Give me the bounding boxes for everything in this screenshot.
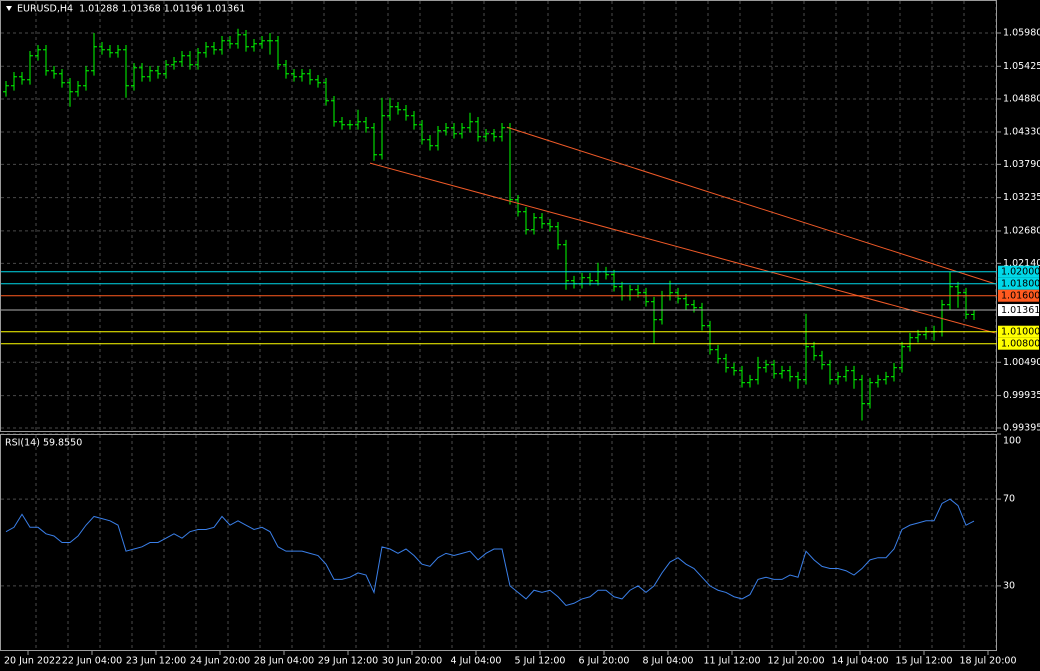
rsi-panel-border <box>0 434 997 651</box>
level-label-box <box>998 304 1039 317</box>
x-tick-label: 18 Jul 20:00 <box>960 656 1017 667</box>
y-tick-label: 1.00490 <box>1003 357 1040 368</box>
x-tick-label: 5 Jul 12:00 <box>515 656 566 667</box>
rsi-line <box>5 498 975 606</box>
level-label: 1.01800 <box>1001 279 1040 290</box>
x-tick-label: 24 Jun 20:00 <box>190 656 250 667</box>
y-tick-label: 0.99395 <box>1003 422 1040 433</box>
x-tick-label: 12 Jul 20:00 <box>768 656 825 667</box>
y-tick-label: 1.04330 <box>1003 126 1040 137</box>
menu-triangle[interactable] <box>6 6 12 11</box>
y-tick-label: 1.04880 <box>1003 93 1040 104</box>
y-tick-label: 1.03235 <box>1003 192 1040 203</box>
trendline <box>369 162 995 334</box>
x-tick-label: 22 Jun 04:00 <box>62 656 122 667</box>
x-tick-label: 20 Jun 2022 <box>4 656 61 667</box>
x-tick-label: 30 Jun 20:00 <box>382 656 442 667</box>
y-tick-label: 100 <box>1003 436 1021 447</box>
x-tick-label: 11 Jul 12:00 <box>704 656 761 667</box>
y-tick-label: 1.05425 <box>1003 61 1040 72</box>
level-label-box <box>998 277 1039 290</box>
x-tick-label: 29 Jun 12:00 <box>318 656 378 667</box>
x-tick-label: 4 Jul 04:00 <box>451 656 502 667</box>
trendline <box>506 126 995 285</box>
x-tick-label: 8 Jul 04:00 <box>643 656 694 667</box>
level-label: 1.02000 <box>1001 267 1040 278</box>
level-label: 1.01600 <box>1001 291 1040 302</box>
level-label: 1.01361 <box>1001 305 1040 316</box>
level-label-box <box>998 289 1039 302</box>
level-label: 1.01000 <box>1001 327 1040 338</box>
x-tick-label: 15 Jul 12:00 <box>896 656 953 667</box>
level-label-box <box>998 325 1039 338</box>
x-tick-label: 23 Jun 12:00 <box>126 656 186 667</box>
price-title: EURUSD,H4 1.01288 1.01368 1.01196 1.0136… <box>17 4 245 15</box>
y-tick-label: 70 <box>1003 494 1015 505</box>
level-label-box <box>998 265 1039 278</box>
price-panel-border <box>0 0 997 432</box>
level-label-box <box>998 337 1039 350</box>
rsi-title: RSI(14) 59.8550 <box>5 438 82 449</box>
level-label: 1.00800 <box>1001 339 1040 350</box>
y-tick-label: 1.02680 <box>1003 225 1040 236</box>
y-tick-label: 0.99935 <box>1003 390 1040 401</box>
y-tick-label: 1.05980 <box>1003 27 1040 38</box>
y-tick-label: 1.02140 <box>1003 258 1040 269</box>
y-tick-label: 1.03790 <box>1003 159 1040 170</box>
x-tick-label: 14 Jul 04:00 <box>832 656 889 667</box>
y-tick-label: 30 <box>1003 580 1015 591</box>
x-tick-label: 28 Jun 04:00 <box>254 656 314 667</box>
x-tick-label: 6 Jul 20:00 <box>579 656 630 667</box>
